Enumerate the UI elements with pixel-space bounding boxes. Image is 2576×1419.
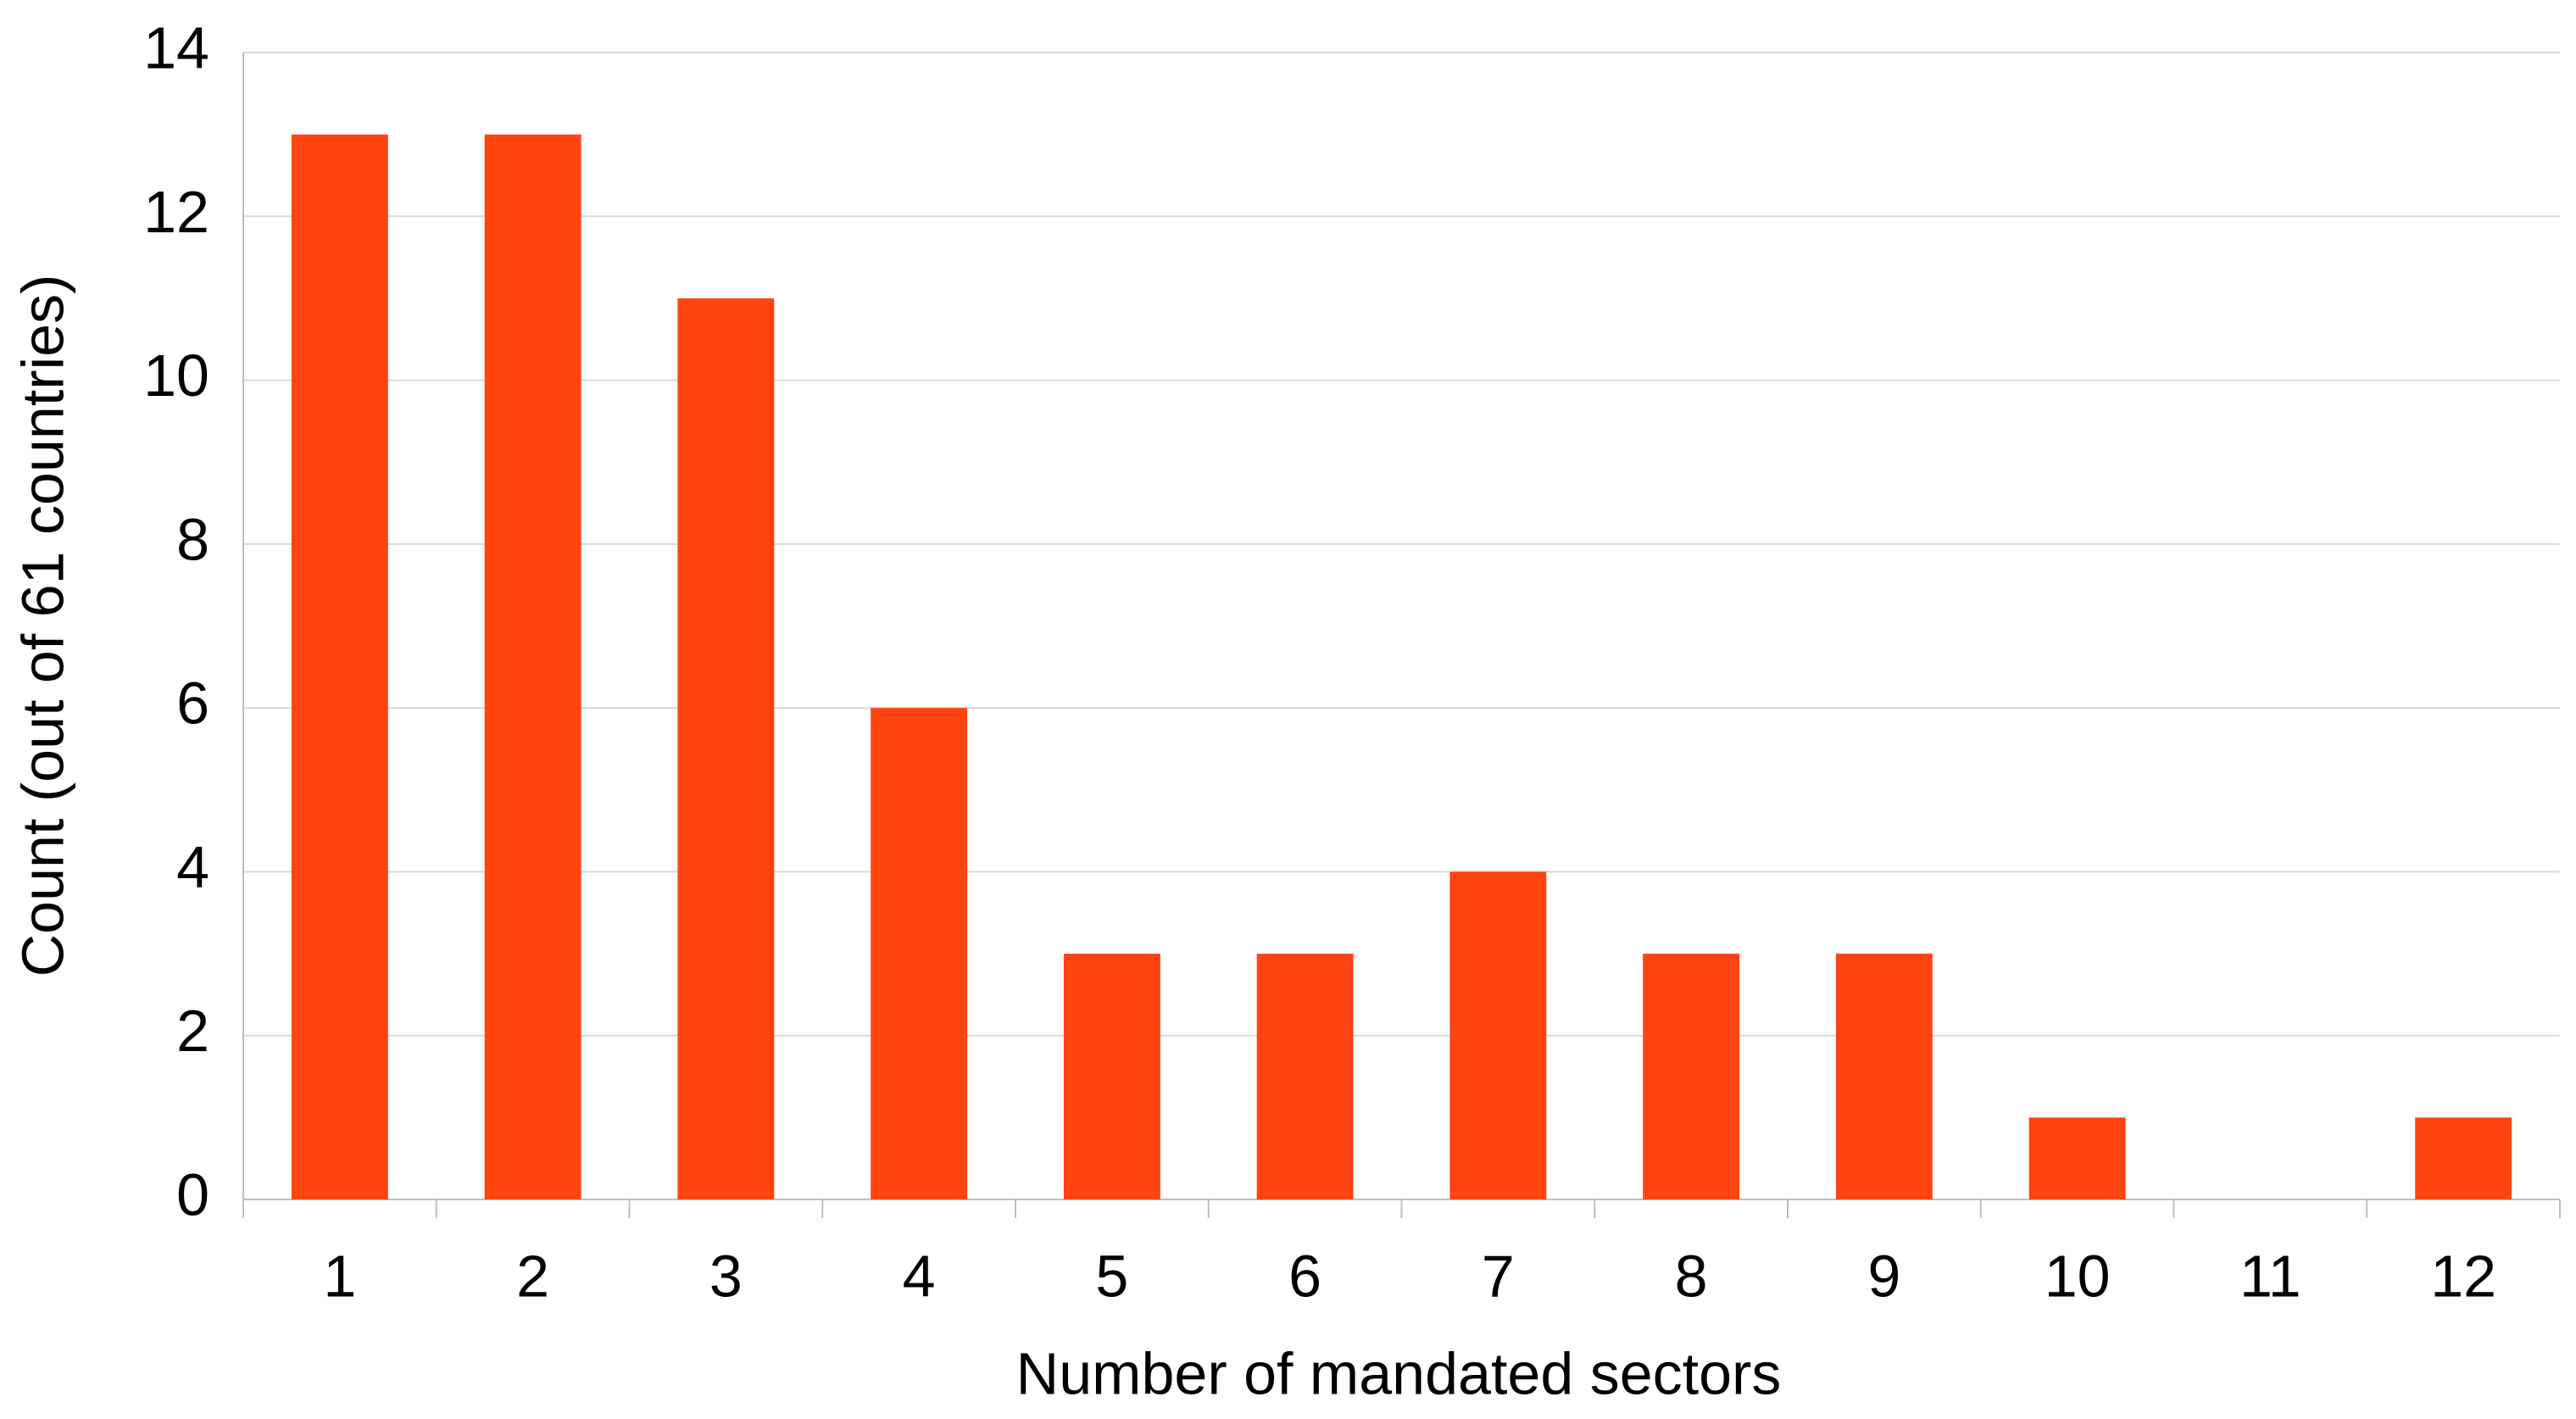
x-tick-label: 9 xyxy=(1867,1243,1900,1309)
bar xyxy=(2028,1117,2126,1199)
x-tick-label: 8 xyxy=(1675,1243,1708,1309)
x-axis-title: Number of mandated sectors xyxy=(1016,1340,1782,1406)
y-tick-label: 14 xyxy=(143,14,209,81)
x-tick-label: 10 xyxy=(2045,1243,2111,1309)
x-tick-label: 6 xyxy=(1288,1243,1321,1309)
y-tick-label: 2 xyxy=(176,998,209,1064)
bar xyxy=(2415,1117,2512,1199)
bar xyxy=(677,298,775,1199)
y-tick-label: 4 xyxy=(176,834,209,900)
y-tick-label: 8 xyxy=(176,506,209,572)
y-axis-title: Count (out of 61 countries) xyxy=(9,275,75,977)
bar xyxy=(291,134,388,1200)
y-tick-label: 0 xyxy=(176,1161,209,1227)
x-tick-label: 12 xyxy=(2430,1243,2496,1309)
x-tick-label: 3 xyxy=(709,1243,743,1309)
bar xyxy=(1063,954,1160,1199)
x-tick-label: 11 xyxy=(2239,1243,2301,1309)
x-tick-label: 5 xyxy=(1095,1243,1128,1309)
bar xyxy=(484,134,581,1200)
x-tick-label: 4 xyxy=(903,1243,936,1309)
bar xyxy=(1835,954,1933,1199)
bar xyxy=(871,708,968,1199)
x-tick-label: 1 xyxy=(323,1243,356,1309)
y-tick-label: 6 xyxy=(176,671,209,737)
bar xyxy=(1449,871,1547,1199)
y-tick-label: 10 xyxy=(143,342,209,409)
x-tick-label: 7 xyxy=(1482,1243,1515,1309)
bar xyxy=(1256,954,1354,1199)
x-tick-label: 2 xyxy=(516,1243,549,1309)
bar xyxy=(1643,954,1740,1199)
y-tick-label: 12 xyxy=(143,179,209,245)
